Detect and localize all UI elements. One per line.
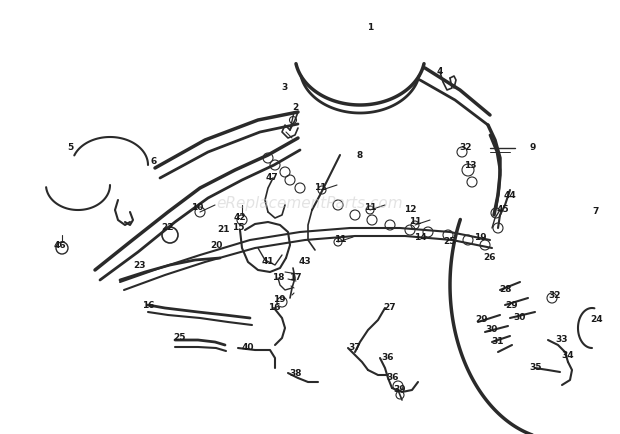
Text: 30: 30 [486, 326, 498, 335]
Text: 11: 11 [364, 203, 376, 211]
Text: 7: 7 [593, 207, 599, 217]
Text: 31: 31 [492, 338, 504, 346]
Text: 36: 36 [387, 374, 399, 382]
Text: 22: 22 [162, 224, 174, 233]
Text: 38: 38 [290, 368, 303, 378]
Text: 5: 5 [67, 144, 73, 152]
Text: 32: 32 [460, 144, 472, 152]
Text: 18: 18 [272, 273, 284, 283]
Text: 34: 34 [562, 352, 574, 361]
Text: 13: 13 [464, 161, 476, 170]
Text: 20: 20 [210, 240, 222, 250]
Text: 26: 26 [484, 253, 496, 263]
Text: 12: 12 [404, 206, 416, 214]
Text: 14: 14 [414, 233, 427, 241]
Text: 11: 11 [314, 184, 326, 193]
Text: 32: 32 [549, 290, 561, 299]
Text: 1: 1 [367, 23, 373, 33]
Text: 11: 11 [409, 217, 421, 227]
Text: 28: 28 [498, 286, 511, 295]
Text: 9: 9 [530, 144, 536, 152]
Text: 15: 15 [232, 224, 244, 233]
Text: 19: 19 [273, 296, 285, 305]
Text: 2: 2 [292, 103, 298, 112]
Text: 30: 30 [514, 313, 526, 322]
Text: 4: 4 [437, 68, 443, 76]
Text: eReplacementParts.com: eReplacementParts.com [216, 197, 404, 211]
Text: 25: 25 [444, 237, 456, 247]
Text: 10: 10 [191, 203, 203, 211]
Text: 24: 24 [591, 316, 603, 325]
Text: 42: 42 [234, 214, 246, 223]
Text: 35: 35 [529, 364, 542, 372]
Text: 45: 45 [497, 206, 509, 214]
Text: 47: 47 [265, 174, 278, 183]
Text: 37: 37 [348, 343, 361, 352]
Text: 41: 41 [262, 257, 274, 266]
Text: 23: 23 [134, 260, 146, 270]
Text: 40: 40 [242, 343, 254, 352]
Text: 16: 16 [268, 303, 280, 312]
Text: 17: 17 [289, 273, 301, 283]
Text: 29: 29 [476, 316, 489, 325]
Text: 43: 43 [299, 257, 311, 266]
Text: 3: 3 [282, 83, 288, 92]
Text: 19: 19 [474, 233, 486, 243]
Text: 6: 6 [151, 158, 157, 167]
Text: 16: 16 [142, 300, 154, 309]
Text: 39: 39 [394, 385, 406, 395]
Text: 8: 8 [357, 151, 363, 160]
Text: 44: 44 [503, 191, 516, 201]
Text: 27: 27 [384, 303, 396, 312]
Text: 11: 11 [334, 236, 346, 244]
Text: 46: 46 [54, 240, 66, 250]
Text: 21: 21 [217, 226, 229, 234]
Text: 36: 36 [382, 354, 394, 362]
Text: 29: 29 [506, 300, 518, 309]
Text: 25: 25 [174, 333, 186, 342]
Text: 33: 33 [556, 335, 569, 345]
